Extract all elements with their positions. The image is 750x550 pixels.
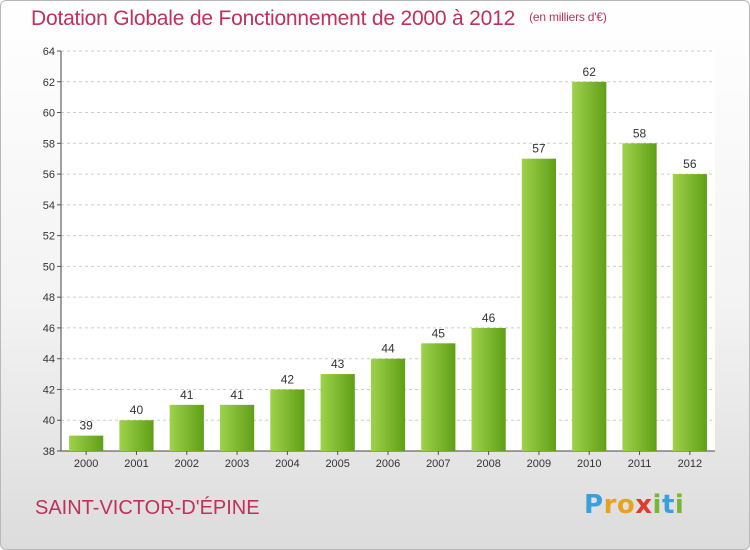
bar-value-label: 45 [432,326,446,340]
y-tick-label: 56 [43,169,55,181]
x-tick-label: 2002 [175,458,199,470]
bar-value-label: 40 [130,403,144,417]
y-tick-label: 42 [43,384,55,396]
chart-title-text: Dotation Globale de Fonctionnement de 20… [31,7,516,30]
bar-value-label: 58 [633,126,647,140]
y-tick-label: 64 [43,46,55,58]
bar-value-label: 46 [482,311,496,325]
y-tick-label: 60 [43,108,55,120]
bar [572,81,607,452]
y-tick-label: 58 [43,138,55,150]
x-tick-label: 2005 [325,458,349,470]
bar-value-label: 56 [683,157,697,171]
x-tick-label: 2000 [74,458,98,470]
y-tick-label: 40 [43,415,55,427]
commune-name: SAINT-VICTOR-D'ÉPINE [35,497,260,519]
bar-value-label: 39 [79,419,93,433]
y-tick-label: 54 [43,200,55,212]
y-tick-label: 62 [43,77,55,89]
x-tick-label: 2008 [476,458,500,470]
bar [119,420,154,451]
bar-value-label: 41 [180,388,194,402]
proxiti-logo: Proxiti [584,490,684,520]
x-tick-label: 2004 [275,458,299,470]
bar [320,374,355,451]
x-tick-label: 2003 [225,458,249,470]
bar [69,435,104,451]
bar-value-label: 62 [583,65,597,79]
logo-letter: x [635,490,653,520]
y-tick-label: 48 [43,292,55,304]
logo-letter: t [661,490,675,520]
logo-letter: o [616,490,636,520]
logo-letter: i [674,490,685,520]
x-tick-label: 2001 [124,458,148,470]
x-tick-label: 2007 [426,458,450,470]
bar [622,143,657,452]
bar [672,174,707,452]
bar-value-label: 43 [331,357,345,371]
bar [471,327,506,451]
chart-title: Dotation Globale de Fonctionnement de 20… [31,7,607,31]
bar [370,358,406,451]
x-tick-label: 2012 [678,458,702,470]
bar [169,404,204,451]
logo-letter: i [652,490,662,520]
y-tick-label: 44 [43,354,55,366]
bar-value-label: 42 [281,372,295,386]
bar [521,158,557,451]
y-tick-label: 46 [43,323,55,335]
y-tick-label: 50 [43,261,55,273]
x-tick-label: 2011 [628,458,652,470]
bar [421,343,456,451]
x-tick-label: 2010 [577,458,601,470]
logo-letter: P [584,490,604,520]
bar [270,389,305,451]
y-tick-label: 52 [43,231,55,243]
bar [219,404,255,451]
bar-value-label: 44 [381,342,395,356]
y-tick-label: 38 [43,446,55,458]
bar-value-label: 57 [532,142,546,156]
bar-value-label: 41 [230,388,244,402]
chart-unit: (en milliers d'€) [529,10,607,24]
logo-letter: r [603,490,617,520]
x-tick-label: 2009 [527,458,551,470]
x-tick-label: 2006 [376,458,400,470]
